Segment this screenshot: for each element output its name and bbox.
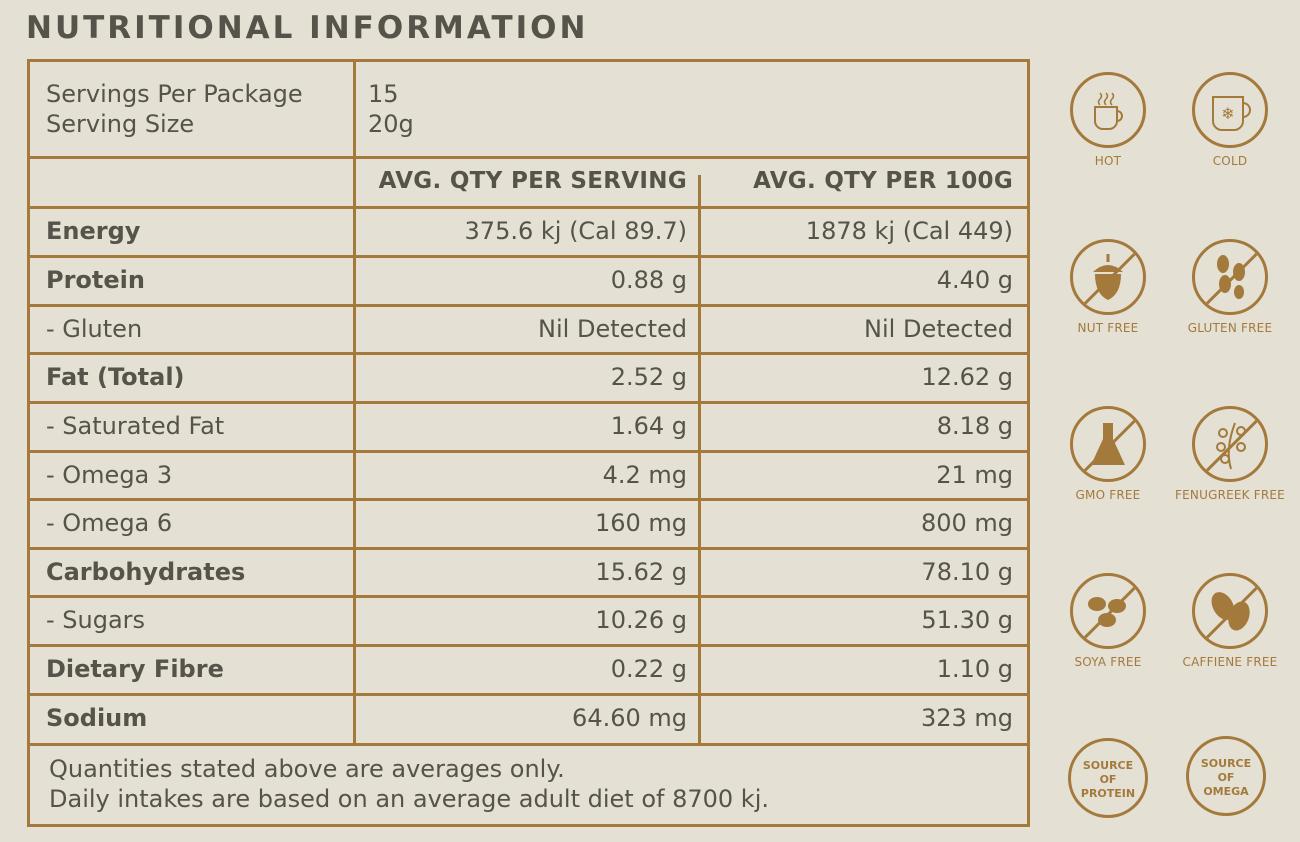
badge-fenugreek-free: FENUGREEK FREE: [1170, 406, 1290, 502]
table-row: - Sugars 10.26 g 51.30 g: [30, 598, 1027, 647]
per-serving-value: 64.60 mg: [572, 704, 687, 732]
table-row: Dietary Fibre 0.22 g 1.10 g: [30, 647, 1027, 696]
badge-caption: SOYA FREE: [1074, 655, 1142, 669]
badge-caption: GLUTEN FREE: [1187, 321, 1273, 335]
source-line-3: OMEGA: [1203, 785, 1249, 798]
badge-cold: ❄ COLD: [1170, 72, 1290, 168]
per-serving-value: 0.22 g: [610, 655, 687, 683]
nutrient-label: Fat (Total): [46, 363, 185, 391]
per-serving-value: 4.2 mg: [602, 461, 687, 489]
badge-caption: CAFFIENE FREE: [1182, 655, 1278, 669]
per-serving-value: Nil Detected: [538, 315, 687, 343]
per-100g-value: 1.10 g: [936, 655, 1013, 683]
source-line-1: SOURCE: [1082, 759, 1134, 772]
badge-caption: NUT FREE: [1077, 321, 1139, 335]
badge-source-protein: SOURCE OF PROTEIN: [1048, 738, 1168, 818]
badge-source-omega: SOURCE OF OMEGA: [1166, 736, 1286, 816]
serving-size-label: Serving Size: [46, 110, 195, 138]
badge-soya-free: SOYA FREE: [1048, 573, 1168, 669]
page-title: NUTRITIONAL INFORMATION: [26, 10, 589, 46]
per-100g-value: 78.10 g: [921, 558, 1013, 586]
footnote-line-2: Daily intakes are based on an average ad…: [49, 785, 769, 813]
badge-caffiene-free: CAFFIENE FREE: [1170, 573, 1290, 669]
per-serving-value: 10.26 g: [595, 606, 687, 634]
nutrient-label: - Omega 6: [46, 509, 173, 537]
table-row: Energy 375.6 kj (Cal 89.7) 1878 kj (Cal 44…: [30, 209, 1027, 258]
badge-gluten-free: GLUTEN FREE: [1170, 239, 1290, 335]
serving-size-value: 20g: [368, 110, 414, 138]
soybean-icon: [1070, 573, 1146, 649]
badge-caption: GMO FREE: [1075, 488, 1141, 502]
source-line-3: PROTEIN: [1080, 787, 1136, 800]
nutrient-label: Sodium: [46, 704, 148, 732]
source-line-2: OF: [1099, 773, 1117, 786]
table-row: - Saturated Fat 1.64 g 8.18 g: [30, 404, 1027, 453]
servings-per-package-value: 15: [368, 80, 399, 108]
table-row: Fat (Total) 2.52 g 12.62 g: [30, 355, 1027, 404]
footnote-line-1: Quantities stated above are averages onl…: [49, 755, 565, 783]
hot-cup-icon: [1070, 72, 1146, 148]
header-per-100g: AVG. QTY PER 100G: [753, 168, 1013, 194]
table-row: Carbohydrates 15.62 g 78.10 g: [30, 550, 1027, 598]
nutrient-label: - Saturated Fat: [46, 412, 225, 440]
source-line-2: OF: [1217, 771, 1235, 784]
per-100g-value: 12.62 g: [921, 363, 1013, 391]
source-badge-circle: SOURCE OF OMEGA: [1186, 736, 1266, 816]
servings-per-package-label: Servings Per Package: [46, 80, 303, 108]
per-100g-value: 51.30 g: [921, 606, 1013, 634]
per-serving-value: 160 mg: [594, 509, 687, 537]
badge-caption: FENUGREEK FREE: [1175, 488, 1285, 502]
wheat-icon: [1192, 239, 1268, 315]
servings-row: Servings Per Package Serving Size 15 20g: [30, 62, 1027, 159]
herb-icon: [1192, 406, 1268, 482]
nutrient-label: - Omega 3: [46, 461, 173, 489]
badge-caption: COLD: [1212, 154, 1248, 168]
nutrient-label: Carbohydrates: [46, 558, 246, 586]
source-badge-circle: SOURCE OF PROTEIN: [1068, 738, 1148, 818]
badge-gmo-free: GMO FREE: [1048, 406, 1168, 502]
table-row: - Gluten Nil Detected Nil Detected: [30, 307, 1027, 355]
table-row: Protein 0.88 g 4.40 g: [30, 258, 1027, 307]
header-per-serving: AVG. QTY PER SERVING: [378, 168, 687, 194]
per-100g-value: 8.18 g: [936, 412, 1013, 440]
per-serving-value: 2.52 g: [610, 363, 687, 391]
per-serving-value: 15.62 g: [595, 558, 687, 586]
cold-cup-icon: ❄: [1192, 72, 1268, 148]
coffee-bean-icon: [1192, 573, 1268, 649]
per-serving-value: 375.6 kj (Cal 89.7): [464, 217, 687, 245]
nutrient-label: - Gluten: [46, 315, 143, 343]
per-100g-value: 323 mg: [920, 704, 1013, 732]
nutrient-label: Energy: [46, 217, 141, 245]
acorn-icon: [1070, 239, 1146, 315]
badge-nut-free: NUT FREE: [1048, 239, 1168, 335]
per-100g-value: Nil Detected: [864, 315, 1013, 343]
table-row: - Omega 3 4.2 mg 21 mg: [30, 453, 1027, 501]
per-100g-value: 800 mg: [920, 509, 1013, 537]
nutrient-label: Dietary Fibre: [46, 655, 224, 683]
badge-hot: HOT: [1048, 72, 1168, 168]
per-100g-value: 1878 kj (Cal 449): [805, 217, 1013, 245]
flask-icon: [1070, 406, 1146, 482]
svg-text:❄: ❄: [1221, 104, 1234, 123]
badge-caption: HOT: [1094, 154, 1122, 168]
per-serving-value: 0.88 g: [610, 266, 687, 294]
per-100g-value: 21 mg: [936, 461, 1013, 489]
footnote: Quantities stated above are averages onl…: [30, 746, 1027, 824]
source-line-1: SOURCE: [1200, 757, 1252, 770]
table-row: Sodium 64.60 mg 323 mg: [30, 696, 1027, 746]
per-100g-value: 4.40 g: [936, 266, 1013, 294]
nutrient-label: Protein: [46, 266, 145, 294]
nutrition-table: Servings Per Package Serving Size 15 20g…: [27, 59, 1030, 827]
header-row: AVG. QTY PER SERVING AVG. QTY PER 100G: [30, 159, 1027, 209]
per-serving-value: 1.64 g: [610, 412, 687, 440]
table-row: - Omega 6 160 mg 800 mg: [30, 501, 1027, 550]
nutrient-label: - Sugars: [46, 606, 146, 634]
